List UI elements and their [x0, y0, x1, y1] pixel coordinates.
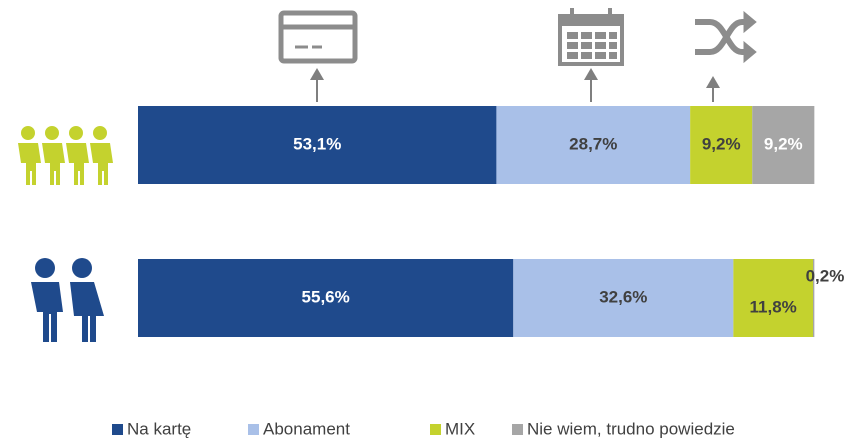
arrow [310, 68, 324, 102]
calendar-icon [558, 8, 624, 66]
bar-segment [733, 259, 813, 337]
bar-segment [138, 259, 514, 337]
bar-segment [513, 259, 734, 337]
value-label: 32,6% [599, 287, 647, 306]
value-label: 0,2% [806, 266, 845, 285]
value-label: 28,7% [569, 134, 617, 153]
legend-swatch [512, 424, 523, 435]
shuffle-icon [695, 10, 757, 64]
legend-label: MIX [445, 419, 475, 438]
bar-segment [752, 106, 815, 184]
arrow [706, 76, 720, 102]
bar-segment [813, 259, 815, 337]
legend-swatch [112, 424, 123, 435]
legend-label: Abonament [263, 419, 350, 438]
bar-segment [690, 106, 753, 184]
legend-swatch [430, 424, 441, 435]
value-label: 55,6% [302, 287, 350, 306]
value-label: 11,8% [750, 297, 797, 316]
value-label: 53,1% [293, 134, 341, 153]
value-label: 9,2% [764, 134, 803, 153]
legend-label: Na kartę [127, 419, 191, 438]
legend-swatch [248, 424, 259, 435]
card-icon [278, 10, 358, 64]
couple-icon [31, 258, 104, 342]
legend-label: Nie wiem, trudno powiedzie [527, 419, 735, 438]
bar-segment [496, 106, 691, 184]
value-label: 9,2% [702, 134, 741, 153]
family-icon [18, 126, 113, 185]
arrow [584, 68, 598, 102]
bar-segment [138, 106, 497, 184]
